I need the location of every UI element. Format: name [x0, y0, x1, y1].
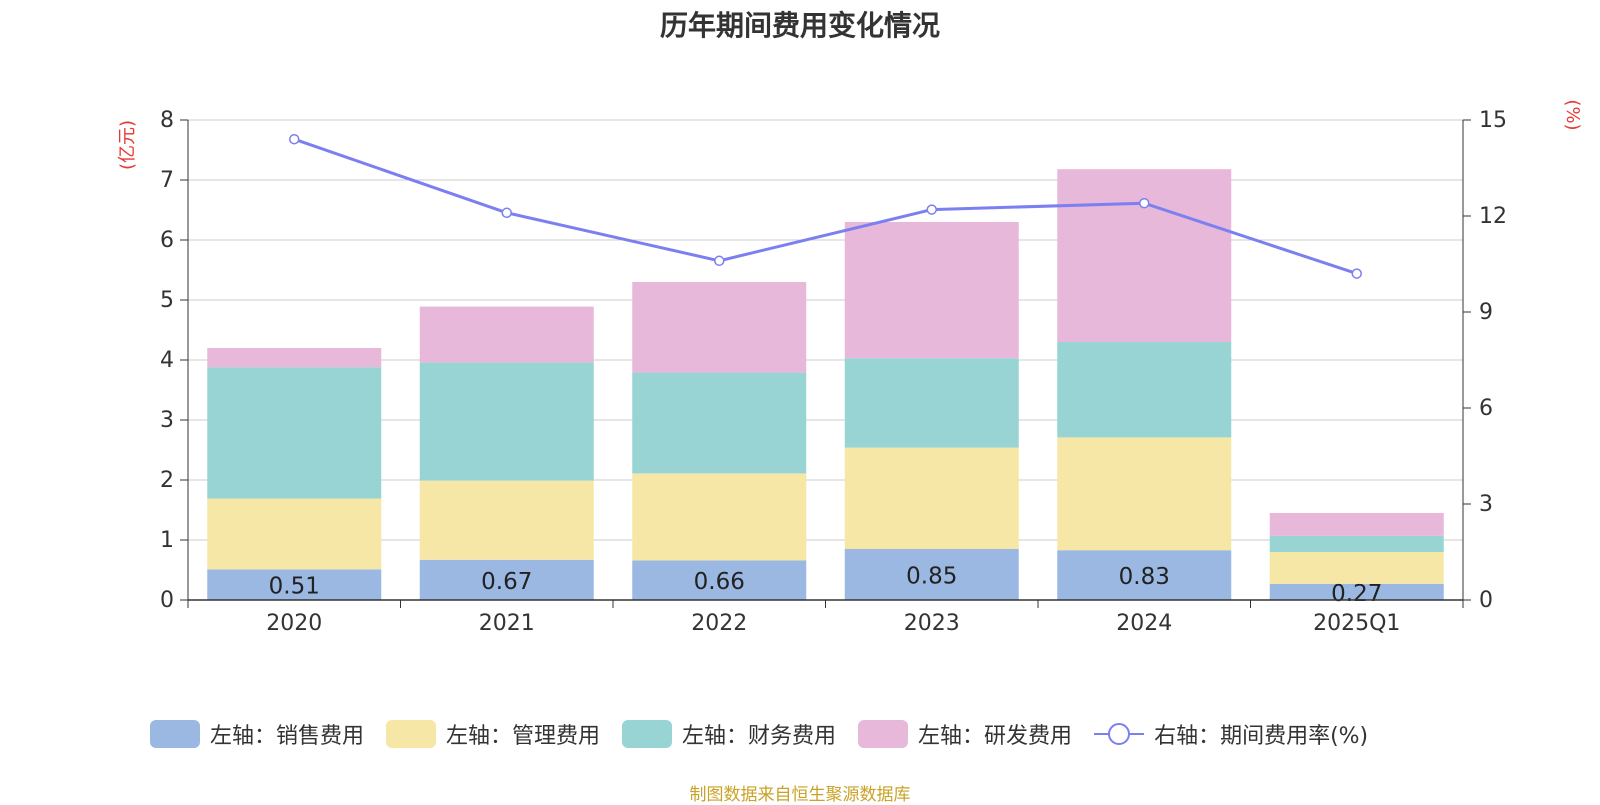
y-left-tick-label-3: 3 [160, 408, 174, 433]
legend-item-finance[interactable]: 左轴：财务费用 [622, 718, 836, 750]
legend-swatch-sales [150, 720, 200, 748]
x-tick-label-2023: 2023 [904, 611, 960, 636]
legend-line-marker-icon [1094, 723, 1145, 745]
chart-title: 历年期间费用变化情况 [659, 9, 940, 42]
y-left-tick-label-8: 8 [160, 108, 174, 133]
y-left-tick-label-2: 2 [160, 468, 174, 493]
bar-2022-series-2 [632, 372, 807, 474]
legend-label-expense-rate: 右轴：期间费用率(%) [1154, 724, 1369, 749]
bar-2020-series-3 [207, 348, 382, 368]
y-left-tick-label-1: 1 [160, 528, 174, 553]
legend: 左轴：销售费用 左轴：管理费用 左轴：财务费用 左轴：研发费用 右轴：期间费用率… [150, 718, 1390, 750]
y-right-tick-label-9: 9 [1479, 300, 1493, 325]
y-right-tick-label-3: 3 [1479, 492, 1493, 517]
bar-2021-series-1 [419, 480, 594, 560]
bar-2023-series-0 [844, 549, 1019, 600]
bar-2023-series-1 [844, 447, 1019, 549]
y-right-tick-label-6: 6 [1479, 396, 1493, 421]
y-left-tick-label-4: 4 [160, 348, 174, 373]
x-tick-label-2025Q1: 2025Q1 [1313, 611, 1400, 636]
data-source-note: 制图数据来自恒生聚源数据库 [689, 785, 911, 805]
y-right-tick-label-15: 15 [1479, 108, 1507, 133]
expense-rate-point-2025Q1 [1351, 268, 1362, 279]
y-left-tick-label-7: 7 [160, 168, 174, 193]
y-left-tick-label-5: 5 [160, 288, 174, 313]
legend-label-admin: 左轴：管理费用 [446, 724, 601, 749]
legend-label-rd: 左轴：研发费用 [918, 724, 1073, 749]
y-right-tick-label-0: 0 [1479, 588, 1493, 613]
bar-2020-series-2 [207, 367, 382, 499]
x-tick-label-2021: 2021 [479, 611, 535, 636]
y-left-tick-label-0: 0 [160, 588, 174, 613]
legend-item-rd[interactable]: 左轴：研发费用 [858, 718, 1072, 750]
data-label-2023: 0.85 [906, 564, 957, 590]
expense-rate-point-2020 [289, 133, 300, 145]
y-right-axis-label: (%) [1562, 99, 1583, 130]
bar-2023-series-3 [844, 222, 1019, 359]
expense-rate-point-2024 [1139, 197, 1150, 209]
bar-2020-series-0 [207, 569, 382, 600]
data-label-2022: 0.66 [694, 569, 745, 595]
bar-2021-series-3 [419, 306, 594, 363]
legend-item-expense-rate[interactable]: 右轴：期间费用率(%) [1094, 718, 1368, 750]
bar-2024-series-3 [1057, 169, 1232, 342]
data-label-2020: 0.51 [269, 574, 320, 600]
expense-rate-point-2023 [926, 204, 937, 215]
bar-2020-series-1 [207, 498, 382, 570]
expense-rate-point-2021 [501, 207, 512, 219]
data-label-2021: 0.67 [481, 569, 532, 595]
bar-2024-series-2 [1057, 342, 1232, 438]
bar-2021-series-0 [419, 559, 594, 600]
y-left-tick-label-6: 6 [160, 228, 174, 253]
bar-2022-series-3 [632, 282, 807, 373]
legend-swatch-admin [386, 720, 437, 748]
y-right-tick-label-12: 12 [1479, 204, 1507, 229]
legend-item-sales[interactable]: 左轴：销售费用 [150, 718, 364, 750]
bar-2024-series-0 [1057, 550, 1232, 600]
y-left-axis-label: (亿元) [117, 120, 138, 170]
expense-rate-line [293, 137, 1358, 276]
bar-2025Q1-series-1 [1269, 552, 1444, 584]
legend-label-finance: 左轴：财务费用 [682, 724, 837, 749]
legend-swatch-finance [622, 720, 673, 748]
x-tick-label-2024: 2024 [1116, 611, 1172, 636]
bar-2023-series-2 [844, 358, 1019, 448]
bar-2024-series-1 [1057, 437, 1232, 551]
bar-2021-series-2 [419, 362, 594, 481]
legend-item-admin[interactable]: 左轴：管理费用 [386, 718, 600, 750]
bar-2025Q1-series-2 [1269, 535, 1444, 552]
bar-2025Q1-series-3 [1269, 513, 1444, 536]
bar-2022-series-0 [632, 560, 807, 600]
bar-2025Q1-series-0 [1269, 583, 1444, 600]
legend-swatch-rd [858, 720, 909, 748]
x-tick-label-2020: 2020 [266, 611, 322, 636]
data-label-2025Q1: 0.27 [1331, 581, 1382, 607]
x-tick-label-2022: 2022 [691, 611, 747, 636]
bar-2022-series-1 [632, 473, 807, 561]
expense-rate-point-2022 [714, 255, 725, 267]
legend-label-sales: 左轴：销售费用 [210, 724, 365, 749]
data-label-2024: 0.83 [1119, 564, 1170, 590]
